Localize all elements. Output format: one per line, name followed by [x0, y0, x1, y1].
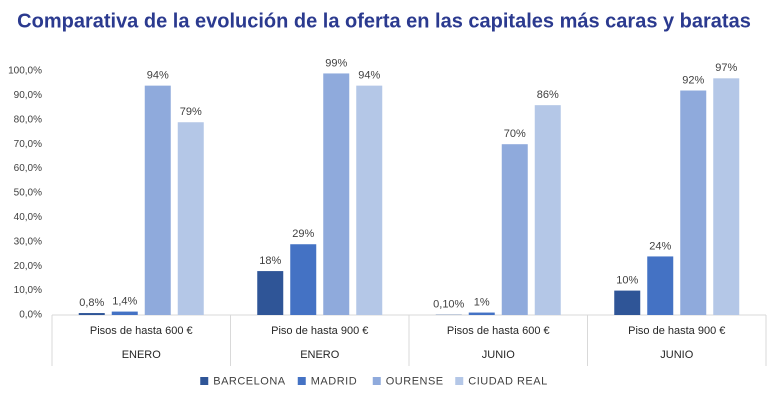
group-label: JUNIO [482, 349, 515, 361]
y-tick-label: 10,0% [14, 285, 42, 296]
y-tick-label: 100,0% [8, 66, 42, 77]
x-tick-label: Pisos de hasta 600 € [90, 325, 193, 337]
bar [468, 312, 495, 315]
bar [323, 73, 350, 315]
data-label: 29% [292, 228, 314, 240]
bar [257, 271, 284, 315]
bar [290, 244, 317, 315]
y-tick-label: 70,0% [14, 139, 42, 150]
bar [614, 290, 641, 315]
bar [680, 90, 707, 316]
legend-label: BARCELONA [213, 375, 286, 387]
bar [111, 311, 138, 315]
bar [713, 78, 740, 315]
chart-title: Comparativa de la evolución de la oferta… [17, 10, 751, 32]
data-label: 18% [259, 255, 281, 267]
data-label: 10% [616, 275, 638, 287]
data-label: 79% [180, 106, 202, 118]
x-tick-label: Piso de hasta 900 € [271, 325, 368, 337]
group-label: ENERO [122, 349, 162, 361]
data-label: 0,8% [79, 297, 104, 309]
group-label: ENERO [300, 349, 340, 361]
legend-label: CIUDAD REAL [468, 375, 547, 387]
y-tick-label: 40,0% [14, 212, 42, 223]
legend-swatch [372, 377, 381, 385]
legend-swatch [297, 377, 306, 385]
data-label: 99% [325, 57, 347, 69]
data-label: 24% [649, 240, 671, 252]
data-label: 86% [537, 89, 559, 101]
x-tick-label: Piso de hasta 900 € [628, 325, 725, 337]
x-tick-label: Pisos de hasta 600 € [447, 325, 550, 337]
legend-label: OURENSE [386, 375, 444, 387]
data-label: 0,10% [433, 299, 464, 311]
legend-swatch [200, 377, 209, 385]
data-label: 1% [474, 296, 490, 308]
data-label: 94% [358, 70, 380, 82]
y-tick-label: 80,0% [14, 114, 42, 125]
group-label: JUNIO [660, 349, 693, 361]
data-label: 97% [715, 62, 737, 74]
bar [356, 85, 383, 315]
bar [177, 122, 204, 316]
y-tick-label: 0,0% [19, 310, 42, 321]
legend-swatch [455, 377, 464, 385]
bar [501, 144, 528, 315]
data-label: 70% [504, 128, 526, 140]
y-tick-label: 20,0% [14, 261, 42, 272]
y-tick-label: 60,0% [14, 163, 42, 174]
data-label: 92% [682, 74, 704, 86]
bar [144, 85, 171, 315]
bar [78, 313, 105, 315]
legend-label: MADRID [311, 375, 357, 387]
y-tick-label: 50,0% [14, 188, 42, 199]
bar [647, 256, 674, 315]
y-tick-label: 90,0% [14, 90, 42, 101]
data-label: 94% [147, 70, 169, 82]
data-label: 1,4% [112, 295, 137, 307]
bar [534, 105, 561, 315]
y-tick-label: 30,0% [14, 236, 42, 247]
